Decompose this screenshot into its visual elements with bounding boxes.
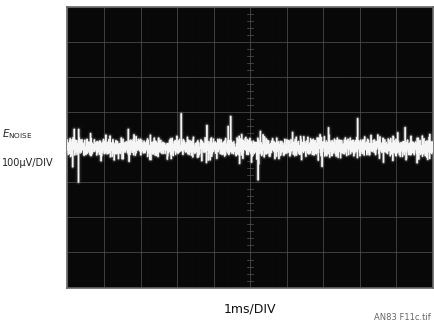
Text: 100μV/DIV: 100μV/DIV (2, 158, 54, 168)
Text: AN83 F11c.tif: AN83 F11c.tif (373, 313, 430, 322)
Text: $\mathit{E}_{\mathrm{NOISE}}$: $\mathit{E}_{\mathrm{NOISE}}$ (2, 127, 33, 141)
Text: 1ms/DIV: 1ms/DIV (224, 302, 276, 315)
